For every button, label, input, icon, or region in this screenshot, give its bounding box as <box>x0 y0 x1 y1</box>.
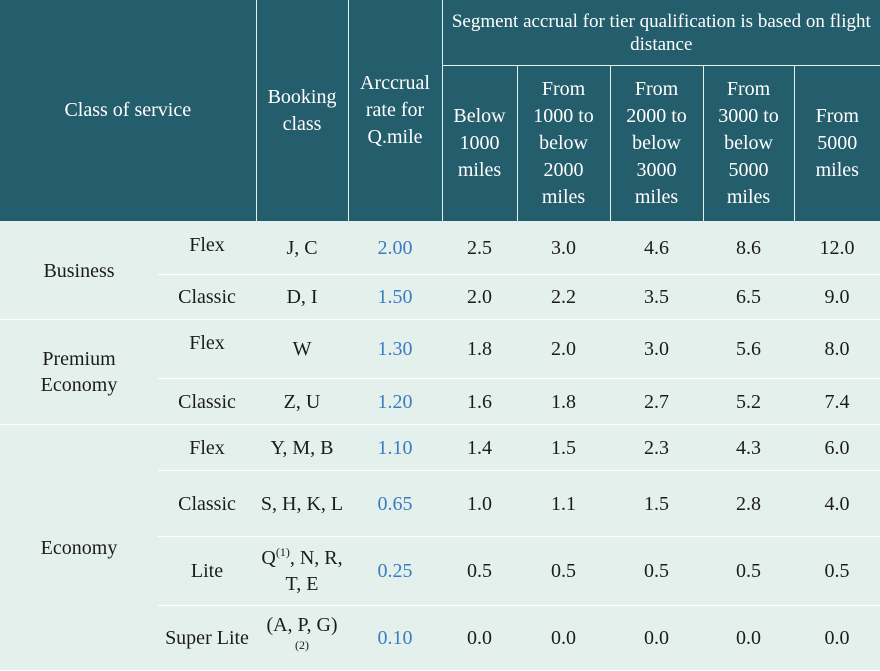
value-cell: 1.5 <box>517 424 611 471</box>
value-cell: 5.2 <box>703 378 795 425</box>
table-row: Premium Economy Flex W 1.30 1.8 2.0 3.0 … <box>0 319 880 425</box>
value-cell: 4.3 <box>703 424 795 471</box>
value-cell: 4.0 <box>794 470 880 537</box>
value-cell: 7.4 <box>794 378 880 425</box>
booking-class-cell: D, I <box>256 274 349 320</box>
value-cell: 1.6 <box>442 378 518 425</box>
value-cell: 0.0 <box>442 605 518 671</box>
header-accrual-rate: Arccrual rate for Q.mile <box>348 0 443 222</box>
value-cell: 0.0 <box>794 605 880 671</box>
accrual-rate-cell: 1.20 <box>348 378 443 425</box>
value-cell: 0.0 <box>517 605 611 671</box>
value-cell: 2.7 <box>610 378 704 425</box>
value-cell: 2.0 <box>517 319 611 379</box>
value-cell: 0.5 <box>610 536 704 606</box>
fare-type: Flex <box>158 424 257 471</box>
booking-class-cell: (A, P, G) (2) <box>256 605 349 671</box>
value-cell: 1.8 <box>442 319 518 379</box>
value-cell: 0.5 <box>703 536 795 606</box>
value-cell: 5.6 <box>703 319 795 379</box>
cabin-economy: Economy <box>0 424 158 671</box>
header-band-below-1000: Below 1000 miles <box>442 65 518 222</box>
value-cell: 12.0 <box>794 221 880 275</box>
value-cell: 6.5 <box>703 274 795 320</box>
table-row: Economy Flex Y, M, B 1.10 1.4 1.5 2.3 4.… <box>0 424 880 671</box>
booking-class-text: Q <box>261 547 276 569</box>
header-booking-class: Booking class <box>256 0 349 222</box>
value-cell: 2.2 <box>517 274 611 320</box>
fare-type: Lite <box>158 536 257 606</box>
table-row: Classic D, I 1.50 2.0 2.2 3.5 6.5 9.0 <box>0 274 880 320</box>
booking-class-cell: S, H, K, L <box>256 470 349 537</box>
booking-class-cell: Q(1), N, R, T, E <box>256 536 349 606</box>
value-cell: 9.0 <box>794 274 880 320</box>
header-segment-accrual: Segment accrual for tier qualification i… <box>442 0 880 66</box>
fare-type: Classic <box>158 378 257 425</box>
fare-type: Super Lite <box>158 605 257 671</box>
accrual-rate-cell: 1.50 <box>348 274 443 320</box>
table-row: Business Flex J, C 2.00 2.5 3.0 4.6 8.6 … <box>0 221 880 320</box>
value-cell: 1.0 <box>442 470 518 537</box>
value-cell: 1.5 <box>610 470 704 537</box>
header-band-3000-5000: From 3000 to below 5000 miles <box>703 65 795 222</box>
value-cell: 6.0 <box>794 424 880 471</box>
value-cell: 8.6 <box>703 221 795 275</box>
header-band-2000-3000: From 2000 to below 3000 miles <box>610 65 704 222</box>
accrual-rate-cell: 2.00 <box>348 221 443 275</box>
value-cell: 3.5 <box>610 274 704 320</box>
value-cell: 2.5 <box>442 221 518 275</box>
table-row: Lite Q(1), N, R, T, E 0.25 0.5 0.5 0.5 0… <box>0 536 880 606</box>
value-cell: 1.8 <box>517 378 611 425</box>
header-band-1000-2000: From 1000 to below 2000 miles <box>517 65 611 222</box>
accrual-rate-cell: 1.10 <box>348 424 443 471</box>
booking-class-text: , N, R, T, E <box>285 547 343 595</box>
value-cell: 4.6 <box>610 221 704 275</box>
cabin-premium-economy: Premium Economy <box>0 319 158 425</box>
header-band-5000-plus: From 5000 miles <box>794 65 880 222</box>
booking-class-cell: Y, M, B <box>256 424 349 471</box>
value-cell: 2.3 <box>610 424 704 471</box>
value-cell: 0.0 <box>703 605 795 671</box>
footnote-marker: (1) <box>275 545 290 559</box>
cabin-business: Business <box>0 221 158 320</box>
table-row: Classic Z, U 1.20 1.6 1.8 2.7 5.2 7.4 <box>0 378 880 425</box>
accrual-rate-cell: 0.10 <box>348 605 443 671</box>
value-cell: 0.5 <box>517 536 611 606</box>
value-cell: 2.8 <box>703 470 795 537</box>
accrual-rate-cell: 1.30 <box>348 319 443 379</box>
value-cell: 2.0 <box>442 274 518 320</box>
fare-type: Flex <box>158 221 257 275</box>
value-cell: 3.0 <box>610 319 704 379</box>
fare-type: Flex <box>158 319 257 379</box>
booking-class-cell: J, C <box>256 221 349 275</box>
header-class-of-service: Class of service <box>0 0 257 222</box>
accrual-rate-cell: 0.65 <box>348 470 443 537</box>
value-cell: 1.1 <box>517 470 611 537</box>
accrual-rate-cell: 0.25 <box>348 536 443 606</box>
value-cell: 3.0 <box>517 221 611 275</box>
booking-class-cell: Z, U <box>256 378 349 425</box>
fare-type: Classic <box>158 274 257 320</box>
value-cell: 0.0 <box>610 605 704 671</box>
booking-class-cell: W <box>256 319 349 379</box>
fare-type: Classic <box>158 470 257 537</box>
footnote-marker: (2) <box>295 638 310 652</box>
value-cell: 8.0 <box>794 319 880 379</box>
table-row: Classic S, H, K, L 0.65 1.0 1.1 1.5 2.8 … <box>0 470 880 537</box>
booking-class-text: (A, P, G) <box>266 614 338 636</box>
value-cell: 0.5 <box>794 536 880 606</box>
value-cell: 0.5 <box>442 536 518 606</box>
value-cell: 1.4 <box>442 424 518 471</box>
